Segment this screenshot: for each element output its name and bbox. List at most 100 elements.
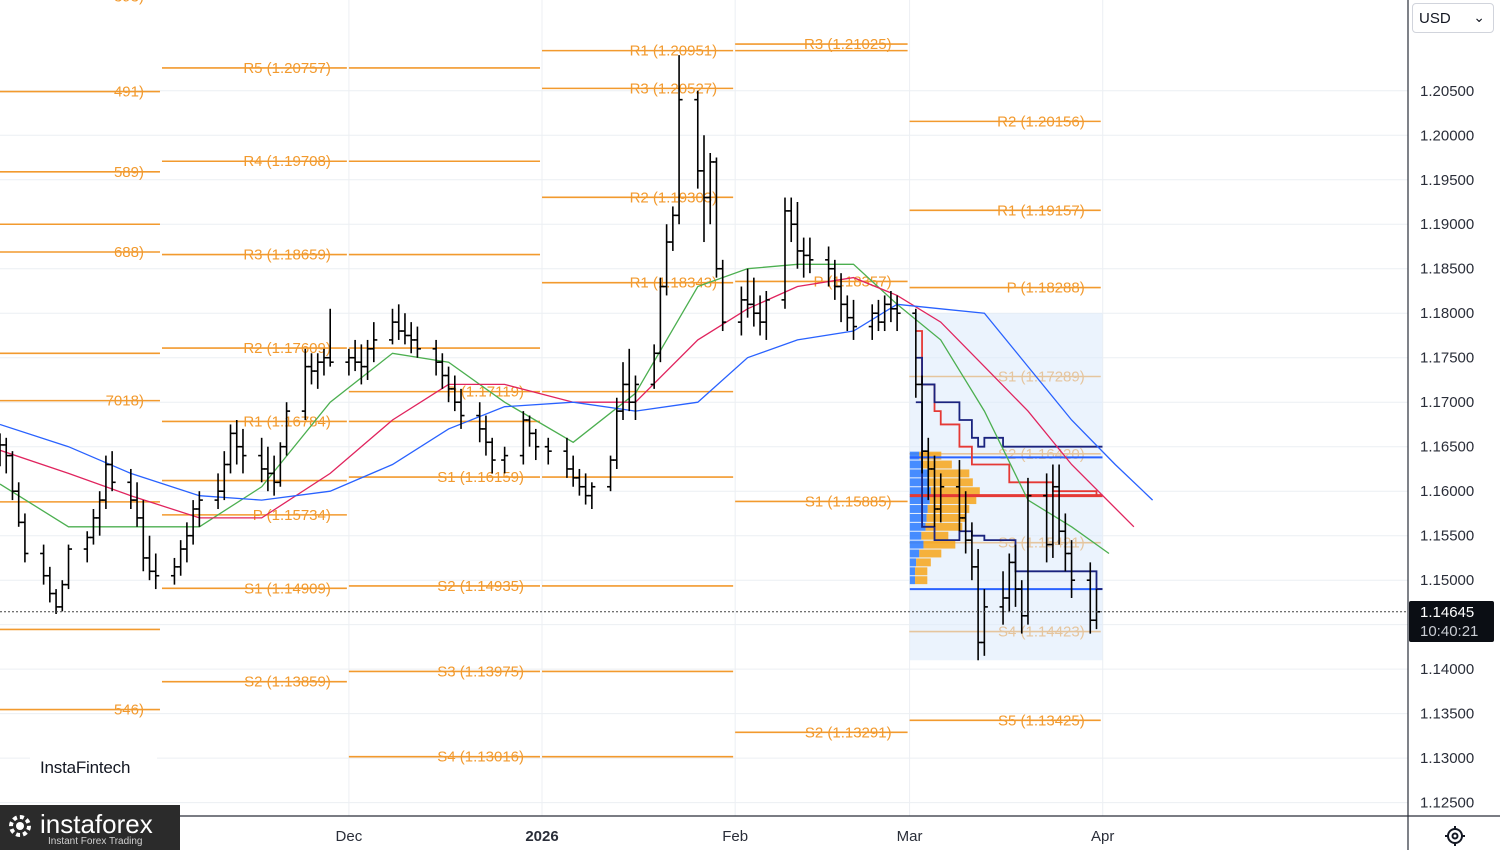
ohlc-bar: [239, 428, 247, 474]
profile-row-buy: [909, 451, 920, 460]
ohlc-bar: [750, 277, 758, 327]
ohlc-bar: [326, 308, 334, 367]
ohlc-bar: [189, 500, 197, 545]
developing-vah: [915, 356, 1103, 448]
ohlc-bar: [195, 491, 203, 527]
pivot-label: R3 (1.21025): [804, 36, 892, 53]
profile-row-sell: [915, 576, 928, 585]
ohlc-bar: [301, 348, 309, 421]
ohlc-bar: [183, 522, 191, 563]
ohlc-bar: [669, 206, 677, 251]
ohlc-bar: [781, 197, 789, 309]
y-tick-label: 1.17500: [1420, 350, 1474, 367]
pivot-label: R5 (1.20757): [243, 60, 331, 77]
last-price: 1.14645: [1420, 604, 1475, 621]
x-tick-label: 2026: [525, 828, 558, 845]
profile-row-buy: [909, 496, 930, 505]
pivot-label: 7018): [106, 393, 144, 410]
settings-icon[interactable]: [1444, 825, 1466, 847]
y-tick-label: 1.15500: [1420, 528, 1474, 545]
profile-row-buy: [909, 522, 926, 531]
ohlc-bar: [874, 299, 882, 332]
profile-row-sell: [919, 549, 942, 558]
profile-row-sell: [929, 496, 977, 505]
y-tick-label: 1.18000: [1420, 305, 1474, 322]
ohlc-bar: [519, 411, 527, 465]
ohlc-bar: [0, 433, 4, 467]
currency-label: USD: [1419, 10, 1451, 27]
ohlc-bar: [526, 415, 534, 447]
pivot-label: 589): [114, 164, 144, 181]
ohlc-bar: [177, 540, 185, 576]
ohlc-bar: [345, 348, 353, 376]
ohlc-bar: [980, 589, 988, 656]
profile-row-sell: [930, 487, 980, 496]
ohlc-bar: [476, 402, 484, 443]
ohlc-bar: [314, 353, 322, 389]
profile-row-sell: [928, 478, 973, 487]
pivot-label: R4 (1.19708): [243, 153, 331, 170]
ohlc-bar: [806, 237, 814, 274]
pivot-label: S3 (1.13975): [437, 663, 524, 680]
ohlc-bar: [233, 420, 241, 465]
currency-selector[interactable]: USD ⌄: [1412, 3, 1494, 33]
ohlc-bar: [712, 157, 720, 278]
ohlc-bars: [0, 55, 1100, 661]
ohlc-bar: [631, 375, 639, 421]
ohlc-bar: [793, 201, 801, 269]
ohlc-bar: [563, 437, 571, 478]
profile-row-sell: [926, 513, 966, 522]
ohlc-bar: [357, 344, 365, 385]
pivot-label: 491): [114, 84, 144, 101]
ohlc-bar: [258, 437, 266, 483]
profile-range: [909, 313, 1103, 661]
profile-row-buy: [909, 531, 922, 540]
instaforex-tagline: Instant Forex Trading: [48, 836, 143, 847]
pivot-label: R1 (1.19157): [997, 202, 1085, 219]
ohlc-bar: [15, 482, 23, 527]
profile-row-sell: [915, 567, 928, 576]
y-tick-label: 1.14000: [1420, 661, 1474, 678]
profile-row-buy: [909, 513, 927, 522]
profile-row-sell: [923, 540, 956, 549]
ohlc-bar: [937, 473, 945, 523]
ohlc-bar: [850, 299, 858, 340]
profile-row-sell: [927, 469, 970, 478]
moving-average-blue: [0, 303, 1154, 501]
x-tick-label: Dec: [336, 828, 363, 845]
ohlc-bar: [800, 237, 808, 278]
ohlc-bar: [108, 451, 116, 492]
ohlc-bar: [488, 437, 496, 474]
bar-countdown: 10:40:21: [1420, 623, 1479, 640]
profile-row-buy: [909, 540, 924, 549]
profile-row-sell: [919, 451, 942, 460]
ohlc-bar: [569, 455, 577, 487]
ohlc-bar: [588, 482, 596, 509]
x-tick-label: Apr: [1091, 828, 1114, 845]
ohlc-bar: [52, 589, 60, 615]
ohlc-bar: [270, 455, 278, 496]
ohlc-bar: [133, 482, 141, 527]
pivot-label: R2 (1.20156): [997, 113, 1085, 130]
ohlc-bar: [283, 402, 291, 456]
ohlc-bar: [438, 353, 446, 389]
pivot-label: S2 (1.14935): [437, 578, 524, 595]
ohlc-bar: [582, 473, 590, 505]
y-tick-label: 1.19500: [1420, 172, 1474, 189]
ohlc-bar: [264, 446, 272, 492]
y-tick-label: 1.18500: [1420, 261, 1474, 278]
pivot-label: P (1.18288): [1007, 280, 1085, 297]
ohlc-bar: [501, 446, 509, 474]
ohlc-bar: [719, 259, 727, 332]
y-tick-label: 1.13500: [1420, 706, 1474, 723]
ohlc-bar: [220, 451, 228, 501]
ohlc-bar: [65, 544, 73, 590]
ohlc-bar: [46, 566, 54, 603]
ohlc-bar: [127, 468, 135, 509]
pivot-label: S1 (1.14909): [244, 580, 331, 597]
pivot-label: 393): [114, 0, 144, 5]
ohlc-bar: [868, 304, 876, 340]
instaforex-gear-icon: [9, 815, 31, 837]
